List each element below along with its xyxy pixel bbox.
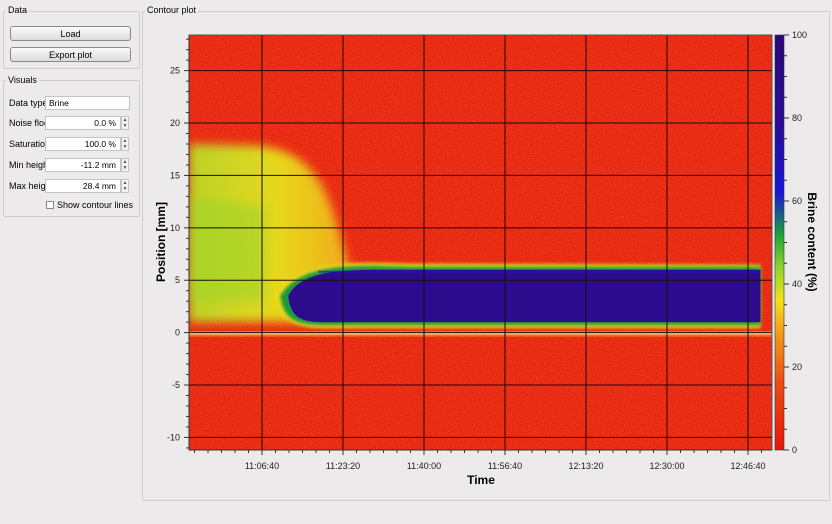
colorbar-tick-label: 60 (792, 196, 802, 206)
x-axis-label: Time (467, 473, 495, 487)
visuals-group (3, 80, 140, 217)
saturation-label: Saturation (9, 139, 51, 149)
colorbar-tick-label: 20 (792, 362, 802, 372)
wet-zone-core (189, 196, 266, 302)
show-contour-lines-label[interactable]: Show contour lines (57, 200, 134, 210)
y-tick-label: 10 (170, 223, 180, 233)
y-tick-label: -5 (172, 380, 180, 390)
y-axis: 25 20 15 10 5 0 -5 -10 (167, 35, 190, 450)
x-tick-label: 12:13:20 (568, 461, 603, 471)
colorbar-tick-label: 80 (792, 113, 802, 123)
min-height-field[interactable]: -11.2 mm (45, 158, 121, 172)
data-group (3, 11, 140, 69)
x-tick-label: 11:06:40 (245, 461, 279, 471)
colorbar-gradient (774, 34, 785, 451)
spin-down-icon[interactable]: ▼ (122, 186, 128, 192)
contour-plot-group-title: Contour plot (145, 5, 199, 16)
y-tick-label: 5 (175, 275, 180, 285)
heatmap-area (189, 35, 772, 450)
spin-up-icon[interactable]: ▲ (122, 159, 128, 165)
x-axis: 11:06:40 11:23:20 11:40:00 11:56:40 12:13:20… (189, 449, 772, 471)
brine-band-edge (318, 270, 761, 273)
max-height-spinner[interactable]: ▲ ▼ (121, 179, 129, 193)
saturation-spinner[interactable]: ▲ ▼ (121, 137, 129, 151)
show-contour-lines-checkbox[interactable] (46, 201, 54, 209)
spin-up-icon[interactable]: ▲ (122, 180, 128, 186)
spin-down-icon[interactable]: ▼ (122, 123, 128, 129)
min-height-label: Min height (9, 160, 51, 170)
colorbar: 100 80 60 40 20 0 (774, 30, 807, 455)
y-tick-label: -10 (167, 432, 180, 442)
spin-up-icon[interactable]: ▲ (122, 117, 128, 123)
x-tick-label: 12:46:40 (730, 461, 765, 471)
spin-up-icon[interactable]: ▲ (122, 138, 128, 144)
export-plot-button[interactable]: Export plot (10, 47, 131, 62)
brine-band (288, 269, 761, 323)
contour-plot-group (142, 11, 830, 501)
x-tick-label: 11:56:40 (488, 461, 522, 471)
max-height-field[interactable]: 28.4 mm (45, 179, 121, 193)
grid-lines (188, 34, 773, 451)
saturation-field[interactable]: 100.0 % (45, 137, 121, 151)
colorbar-tick-label: 40 (792, 279, 802, 289)
bottom-edge-glow (189, 334, 772, 337)
colorbar-tick-label: 0 (792, 445, 797, 455)
min-height-spinner[interactable]: ▲ ▼ (121, 158, 129, 172)
noise-floor-spinner[interactable]: ▲ ▼ (121, 116, 129, 130)
y-tick-label: 25 (170, 66, 180, 76)
y-tick-label: 20 (170, 118, 180, 128)
spin-down-icon[interactable]: ▼ (122, 144, 128, 150)
y-tick-label: 0 (175, 328, 180, 338)
data-group-title: Data (6, 5, 30, 16)
visuals-group-title: Visuals (6, 75, 39, 86)
x-tick-label: 11:40:00 (407, 461, 441, 471)
x-tick-label: 12:30:00 (649, 461, 684, 471)
data-type-label: Data type (9, 98, 48, 108)
y-axis-label: Position [mm] (154, 202, 168, 282)
y-tick-label: 15 (170, 170, 180, 180)
noise-floor-field[interactable]: 0.0 % (45, 116, 121, 130)
load-button[interactable]: Load (10, 26, 131, 41)
data-type-field[interactable]: Brine (45, 96, 130, 110)
noise-floor-label: Noise floor (9, 118, 53, 128)
spin-down-icon[interactable]: ▼ (122, 165, 128, 171)
colorbar-tick-label: 100 (792, 30, 807, 40)
x-tick-label: 11:23:20 (326, 461, 360, 471)
max-height-label: Max height (9, 181, 54, 191)
colorbar-label: Brine content (%) (805, 192, 819, 291)
